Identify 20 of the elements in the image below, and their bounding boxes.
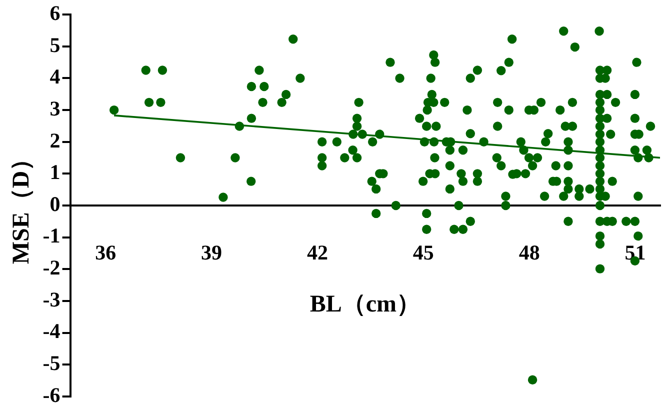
x-tick-label: 36: [95, 240, 116, 265]
y-tick-label: -4: [42, 319, 61, 344]
y-tick-label: 0: [50, 192, 60, 216]
y-tick-label: -5: [42, 351, 60, 376]
y-tick-label: -6: [42, 382, 60, 407]
y-tick-label: 2: [50, 128, 60, 152]
x-tick-label: 48: [518, 240, 540, 265]
y-tick-label: 5: [50, 32, 60, 57]
y-axis-title: MSE（D）: [8, 146, 35, 264]
y-tick-label: -2: [42, 256, 60, 280]
y-tick-label: 4: [50, 64, 61, 89]
y-tick-label: 6: [50, 1, 60, 26]
y-tick-label: 3: [50, 96, 60, 120]
x-axis-title: BL（cm）: [310, 291, 420, 318]
y-tick-label: -1: [42, 224, 60, 248]
x-tick-label: 42: [306, 240, 328, 265]
y-tick-label: 1: [50, 160, 60, 184]
x-tick-label: 39: [201, 240, 222, 265]
x-tick-label: 45: [412, 240, 434, 265]
y-tick-label: -3: [42, 287, 60, 312]
